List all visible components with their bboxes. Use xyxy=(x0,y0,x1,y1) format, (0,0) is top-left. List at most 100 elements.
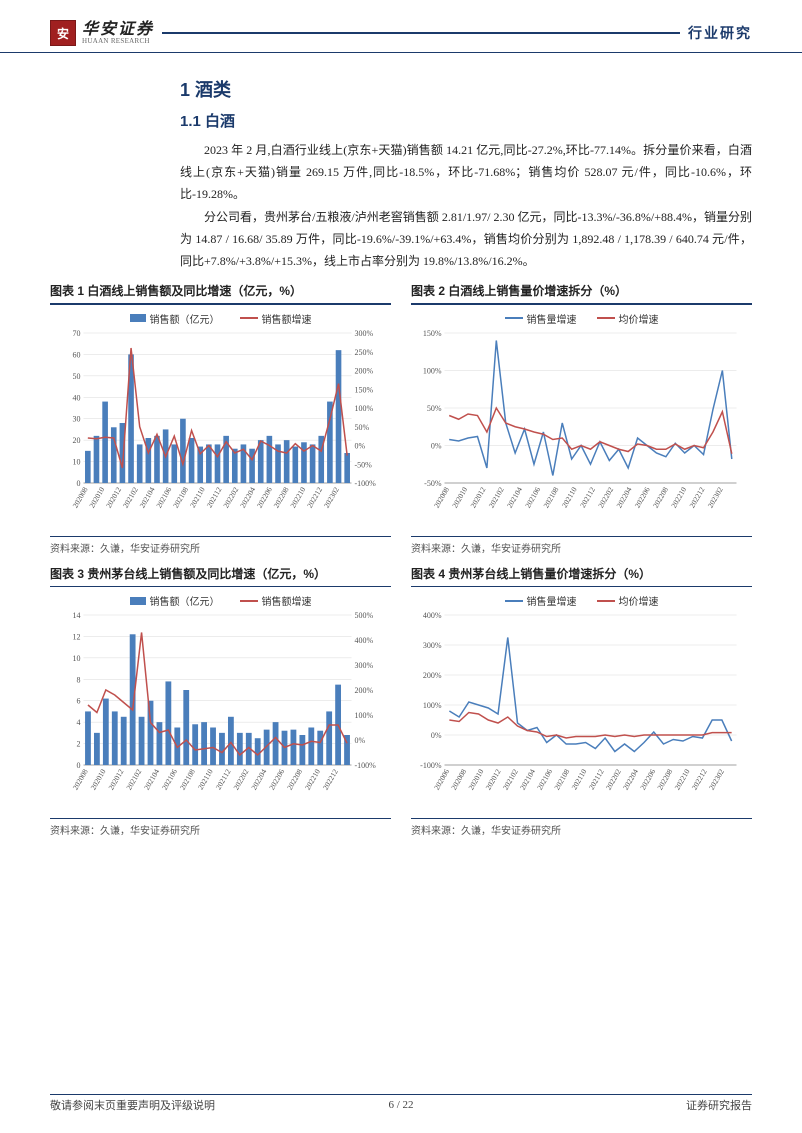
svg-text:100%: 100% xyxy=(423,701,442,710)
chart-3-legend: 销售额（亿元） 销售额增速 xyxy=(50,593,391,608)
svg-text:202208: 202208 xyxy=(651,485,670,509)
svg-text:-50%: -50% xyxy=(355,460,373,469)
svg-text:8: 8 xyxy=(77,675,81,684)
logo-icon: 安 xyxy=(50,20,76,46)
svg-text:202010: 202010 xyxy=(89,767,108,791)
svg-text:202208: 202208 xyxy=(285,767,304,791)
footer-page-number: 6 / 22 xyxy=(388,1099,413,1111)
bar-swatch-icon xyxy=(130,314,146,322)
paragraph-1: 2023 年 2 月,白酒行业线上(京东+天猫)销售额 14.21 亿元,同比-… xyxy=(180,139,752,206)
paragraph-2: 分公司看，贵州茅台/五粮液/泸州老窖销售额 2.81/1.97/ 2.30 亿元… xyxy=(180,206,752,273)
svg-text:202010: 202010 xyxy=(450,485,469,509)
line-swatch-icon xyxy=(505,600,523,602)
header-category: 行业研究 xyxy=(688,23,752,43)
svg-text:202206: 202206 xyxy=(633,485,652,509)
svg-text:300%: 300% xyxy=(355,329,374,338)
svg-text:40: 40 xyxy=(73,393,81,402)
chart-4-legend: 销售量增速 均价增速 xyxy=(411,593,752,608)
svg-text:202106: 202106 xyxy=(523,485,542,509)
svg-text:12: 12 xyxy=(73,633,81,642)
svg-text:200%: 200% xyxy=(355,366,374,375)
svg-text:250%: 250% xyxy=(355,347,374,356)
line-swatch-icon xyxy=(240,600,258,602)
chart-1-source: 资料来源：久谦，华安证券研究所 xyxy=(50,540,391,555)
chart-1-legend: 销售额（亿元） 销售额增速 xyxy=(50,311,391,326)
svg-text:50%: 50% xyxy=(355,422,370,431)
line-swatch-icon xyxy=(240,317,258,319)
svg-text:202212: 202212 xyxy=(687,485,706,509)
svg-text:202112: 202112 xyxy=(587,767,606,791)
svg-text:202010: 202010 xyxy=(466,767,485,791)
svg-text:300%: 300% xyxy=(355,661,374,670)
page-footer: 敬请参阅末页重要声明及评级说明 6 / 22 证券研究报告 xyxy=(0,1097,802,1113)
page-content: 1 酒类 1.1 白酒 2023 年 2 月,白酒行业线上(京东+天猫)销售额 … xyxy=(0,53,802,837)
logo-cn-text: 华安证券 xyxy=(82,22,154,38)
svg-text:202302: 202302 xyxy=(706,485,725,509)
svg-text:0%: 0% xyxy=(431,731,442,740)
svg-text:202008: 202008 xyxy=(432,485,451,509)
svg-text:202102: 202102 xyxy=(501,767,520,791)
svg-text:202110: 202110 xyxy=(188,485,207,509)
svg-text:-100%: -100% xyxy=(355,479,377,488)
svg-text:202212: 202212 xyxy=(690,767,709,791)
svg-text:150%: 150% xyxy=(423,329,442,338)
svg-text:500%: 500% xyxy=(355,611,374,620)
svg-text:200%: 200% xyxy=(355,686,374,695)
chart-3-legend-line: 销售额增速 xyxy=(262,593,312,608)
svg-text:202104: 202104 xyxy=(142,767,161,791)
chart-4-source: 资料来源：久谦，华安证券研究所 xyxy=(411,822,752,837)
svg-text:202106: 202106 xyxy=(160,767,179,791)
svg-text:400%: 400% xyxy=(355,636,374,645)
svg-text:202206: 202206 xyxy=(267,767,286,791)
chart-4-svg: -100%0%100%200%300%400%20200620200820201… xyxy=(411,610,752,810)
svg-text:202112: 202112 xyxy=(578,485,597,509)
chart-4-legend-a: 销售量增速 xyxy=(527,593,577,608)
chart-3-legend-bar: 销售额（亿元） xyxy=(150,593,220,608)
svg-text:202208: 202208 xyxy=(655,767,674,791)
chart-2-legend-a: 销售量增速 xyxy=(527,311,577,326)
chart-4-title: 图表 4 贵州茅台线上销售量价增速拆分（%） xyxy=(411,565,752,582)
svg-text:202012: 202012 xyxy=(468,485,487,509)
svg-text:202108: 202108 xyxy=(178,767,197,791)
footer-left: 敬请参阅末页重要声明及评级说明 xyxy=(50,1097,215,1113)
chart-2-legend: 销售量增速 均价增速 xyxy=(411,311,752,326)
svg-text:202108: 202108 xyxy=(171,485,190,509)
svg-text:202210: 202210 xyxy=(669,485,688,509)
svg-text:202204: 202204 xyxy=(621,767,640,791)
svg-text:202102: 202102 xyxy=(124,767,143,791)
svg-text:202204: 202204 xyxy=(249,767,268,791)
svg-text:50%: 50% xyxy=(427,404,442,413)
chart-1: 图表 1 白酒线上销售额及同比增速（亿元，%） 销售额（亿元） 销售额增速 01… xyxy=(50,282,391,555)
svg-text:10: 10 xyxy=(73,457,81,466)
logo-block: 安 华安证券 HUAAN RESEARCH xyxy=(50,20,154,46)
svg-text:202204: 202204 xyxy=(614,485,633,509)
line-swatch-icon xyxy=(505,317,523,319)
svg-text:202210: 202210 xyxy=(673,767,692,791)
svg-text:100%: 100% xyxy=(423,366,442,375)
chart-3-title: 图表 3 贵州茅台线上销售额及同比增速（亿元，%） xyxy=(50,565,391,582)
svg-text:202110: 202110 xyxy=(570,767,589,791)
svg-text:202202: 202202 xyxy=(231,767,250,791)
svg-text:-100%: -100% xyxy=(355,761,377,770)
svg-text:202202: 202202 xyxy=(596,485,615,509)
chart-2-svg: -50%0%50%100%150%20200820201020201220210… xyxy=(411,328,752,528)
chart-3-svg: 02468101214-100%0%100%200%300%400%500%20… xyxy=(50,610,391,810)
logo-en-text: HUAAN RESEARCH xyxy=(82,38,154,45)
svg-text:0: 0 xyxy=(77,761,81,770)
svg-text:202108: 202108 xyxy=(541,485,560,509)
svg-text:202008: 202008 xyxy=(71,767,90,791)
chart-3: 图表 3 贵州茅台线上销售额及同比增速（亿元，%） 销售额（亿元） 销售额增速 … xyxy=(50,565,391,838)
chart-4: 图表 4 贵州茅台线上销售量价增速拆分（%） 销售量增速 均价增速 -100%0… xyxy=(411,565,752,838)
svg-text:0: 0 xyxy=(77,479,81,488)
svg-text:202302: 202302 xyxy=(322,485,341,509)
svg-text:202008: 202008 xyxy=(449,767,468,791)
charts-grid: 图表 1 白酒线上销售额及同比增速（亿元，%） 销售额（亿元） 销售额增速 01… xyxy=(50,282,752,837)
svg-text:202106: 202106 xyxy=(535,767,554,791)
heading-1: 1 酒类 xyxy=(180,76,752,102)
svg-text:50: 50 xyxy=(73,371,81,380)
chart-2-source: 资料来源：久谦，华安证券研究所 xyxy=(411,540,752,555)
chart-4-legend-b: 均价增速 xyxy=(619,593,659,608)
chart-1-svg: 010203040506070-100%-50%0%50%100%150%200… xyxy=(50,328,391,528)
svg-text:202212: 202212 xyxy=(321,767,340,791)
svg-text:202110: 202110 xyxy=(560,485,579,509)
